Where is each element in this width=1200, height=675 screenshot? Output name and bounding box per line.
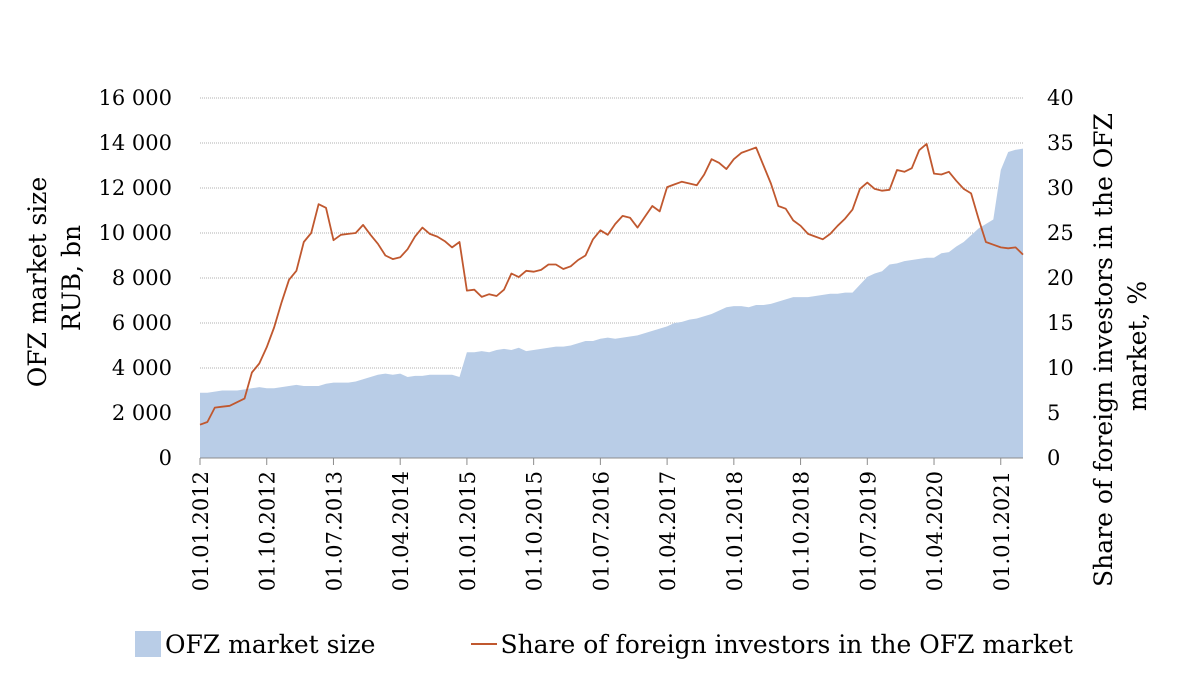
legend-label-foreign-share: Share of foreign investors in the OFZ ma…: [500, 629, 1073, 659]
right-tick-label: 20: [1047, 266, 1074, 290]
right-axis-title: Share of foreign investors in the OFZ ma…: [1089, 105, 1152, 587]
right-tick-label: 0: [1047, 446, 1060, 470]
x-tick-label: 01.07.2019: [856, 471, 880, 591]
right-tick-label: 5: [1047, 401, 1060, 425]
legend-item-foreign-share: Share of foreign investors in the OFZ ma…: [471, 630, 1073, 659]
left-tick-label: 14 000: [99, 131, 172, 155]
legend-label-ofz-market-size: OFZ market size: [165, 629, 376, 659]
left-tick-label: 16 000: [99, 86, 172, 110]
left-axis-title-line-2: RUB, bn: [57, 225, 86, 331]
left-tick-label: 0: [159, 446, 172, 470]
left-tick-label: 12 000: [99, 176, 172, 200]
right-tick-label: 35: [1047, 131, 1074, 155]
legend-swatch-area: [135, 631, 161, 657]
left-tick-label: 2 000: [112, 401, 172, 425]
x-tick-label: 01.01.2012: [189, 471, 213, 591]
left-axis-ticks: 0 2 000 4 000 6 000 8 000 10 000 12 000 14 000 1…: [99, 86, 172, 470]
x-tick-label: 01.01.2021: [990, 471, 1014, 591]
right-tick-label: 25: [1047, 221, 1074, 245]
x-tick-label: 01.01.2015: [456, 471, 480, 591]
left-tick-label: 6 000: [112, 311, 172, 335]
x-axis-ticks: 01.01.2012 01.10.2012 01.07.2013 01.04.2014…: [189, 458, 1014, 591]
right-axis-title-line-2: market, %: [1123, 281, 1152, 411]
left-tick-label: 4 000: [112, 356, 172, 380]
left-tick-label: 10 000: [99, 221, 172, 245]
legend: OFZ market size Share of foreign investo…: [135, 625, 1175, 663]
x-tick-label: 01.04.2017: [656, 471, 680, 591]
right-tick-label: 10: [1047, 356, 1074, 380]
left-axis-title: OFZ market size RUB, bn: [23, 169, 86, 387]
x-tick-label: 01.01.2018: [723, 471, 747, 591]
left-tick-label: 8 000: [112, 266, 172, 290]
right-tick-label: 40: [1047, 86, 1074, 110]
area-series-layer: [200, 148, 1023, 458]
x-tick-label: 01.07.2013: [322, 471, 346, 591]
x-tick-label: 01.07.2016: [589, 471, 613, 591]
x-tick-label: 01.10.2018: [790, 471, 814, 591]
x-tick-label: 01.10.2012: [256, 471, 280, 591]
right-tick-label: 30: [1047, 176, 1074, 200]
right-axis-title-line-1: Share of foreign investors in the OFZ: [1089, 113, 1118, 587]
x-tick-label: 01.04.2020: [923, 471, 947, 591]
x-tick-label: 01.04.2014: [389, 471, 413, 591]
foreign-share-line: [199, 142, 1024, 426]
right-tick-label: 15: [1047, 311, 1074, 335]
left-axis-title-line-1: OFZ market size: [23, 177, 52, 387]
right-axis-ticks: 0 5 10 15 20 25 30 35 40: [1047, 86, 1074, 470]
line-series-layer: [199, 142, 1024, 426]
legend-swatch-line: [471, 643, 498, 645]
legend-item-ofz-market-size: OFZ market size: [135, 630, 375, 659]
x-tick-label: 01.10.2015: [523, 471, 547, 591]
ofz-market-size-area: [200, 148, 1023, 458]
